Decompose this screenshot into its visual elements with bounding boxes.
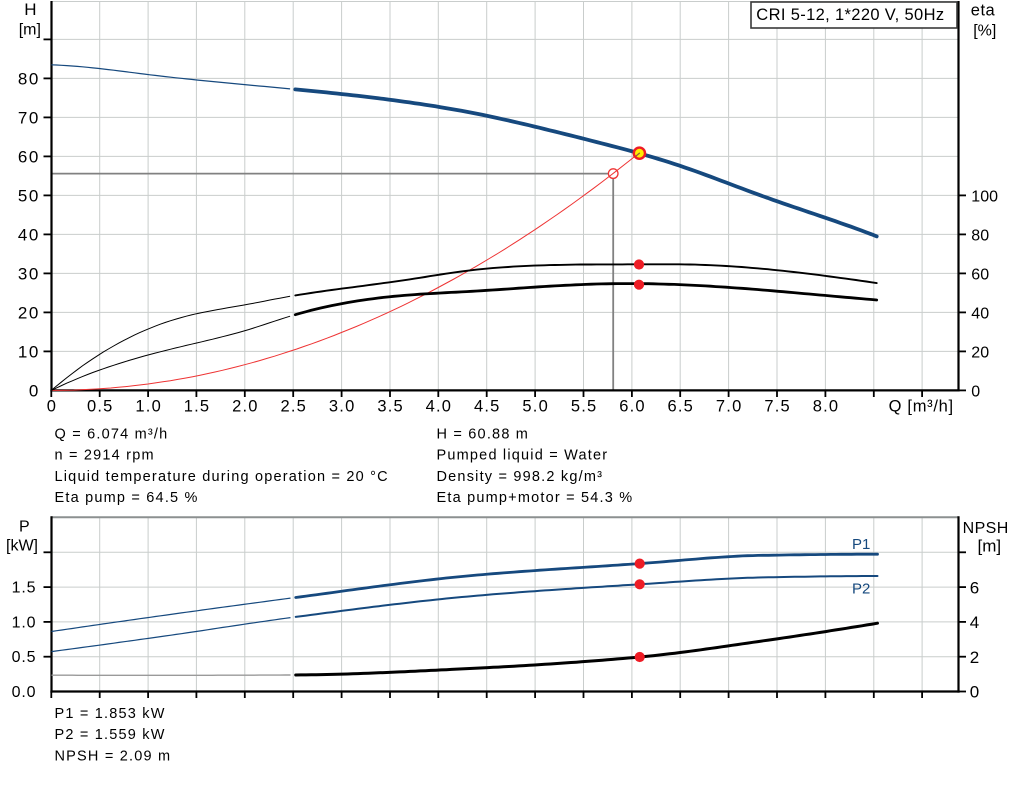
svg-text:20: 20 <box>18 303 40 322</box>
svg-text:Q = 6.074 m³/h: Q = 6.074 m³/h <box>55 426 169 442</box>
svg-text:1.5: 1.5 <box>12 580 37 597</box>
svg-text:[kW]: [kW] <box>6 538 38 555</box>
svg-text:2.0: 2.0 <box>232 398 259 416</box>
svg-text:0.0: 0.0 <box>12 684 37 701</box>
svg-text:eta: eta <box>971 2 996 20</box>
svg-text:20: 20 <box>971 344 989 361</box>
svg-text:0: 0 <box>970 683 979 702</box>
svg-text:60: 60 <box>18 147 40 166</box>
svg-text:P2 = 1.559 kW: P2 = 1.559 kW <box>55 727 166 743</box>
svg-text:6.0: 6.0 <box>619 398 646 416</box>
svg-text:H = 60.88 m: H = 60.88 m <box>437 426 530 442</box>
svg-text:7.0: 7.0 <box>716 398 743 416</box>
svg-text:2.5: 2.5 <box>281 398 308 416</box>
svg-text:50: 50 <box>18 186 40 205</box>
svg-text:80: 80 <box>971 227 989 244</box>
svg-text:8.0: 8.0 <box>813 398 840 416</box>
svg-text:4.0: 4.0 <box>426 398 453 416</box>
svg-text:10: 10 <box>18 342 40 361</box>
svg-text:0: 0 <box>47 398 57 416</box>
svg-text:Liquid temperature during oper: Liquid temperature during operation = 20… <box>55 469 389 485</box>
svg-text:70: 70 <box>18 108 40 127</box>
svg-text:P: P <box>19 518 30 535</box>
svg-text:[%]: [%] <box>973 22 996 39</box>
svg-text:Pumped liquid = Water: Pumped liquid = Water <box>437 448 609 464</box>
svg-text:40: 40 <box>18 225 40 244</box>
svg-text:NPSH = 2.09 m: NPSH = 2.09 m <box>55 748 172 764</box>
svg-text:0: 0 <box>971 383 980 400</box>
svg-text:7.5: 7.5 <box>764 398 791 416</box>
svg-text:[m]: [m] <box>977 537 1001 556</box>
svg-text:4: 4 <box>970 613 979 632</box>
svg-text:100: 100 <box>971 188 998 205</box>
svg-text:P1 = 1.853 kW: P1 = 1.853 kW <box>55 706 166 722</box>
svg-text:Eta pump = 64.5 %: Eta pump = 64.5 % <box>55 490 199 506</box>
svg-text:0: 0 <box>29 381 40 400</box>
svg-text:n = 2914 rpm: n = 2914 rpm <box>55 448 155 464</box>
svg-text:2: 2 <box>970 648 979 667</box>
svg-text:0.5: 0.5 <box>12 649 37 666</box>
svg-text:3.5: 3.5 <box>377 398 404 416</box>
svg-text:P1: P1 <box>852 536 870 553</box>
svg-text:60: 60 <box>971 266 989 283</box>
svg-text:[m]: [m] <box>19 22 41 39</box>
svg-text:NPSH: NPSH <box>963 520 1009 537</box>
svg-text:1.0: 1.0 <box>135 398 162 416</box>
svg-text:P2: P2 <box>852 580 870 597</box>
svg-text:Eta pump+motor = 54.3 %: Eta pump+motor = 54.3 % <box>437 490 634 506</box>
svg-text:CRI 5-12, 1*220 V, 50Hz: CRI 5-12, 1*220 V, 50Hz <box>756 6 944 24</box>
svg-text:5.5: 5.5 <box>571 398 598 416</box>
svg-text:30: 30 <box>18 264 40 283</box>
svg-text:6.5: 6.5 <box>668 398 695 416</box>
svg-text:5.0: 5.0 <box>522 398 549 416</box>
svg-text:1.0: 1.0 <box>12 614 37 631</box>
svg-text:Q [m³/h]: Q [m³/h] <box>889 398 954 416</box>
svg-text:1.5: 1.5 <box>184 398 211 416</box>
svg-text:3.0: 3.0 <box>329 398 356 416</box>
svg-text:80: 80 <box>18 69 40 88</box>
svg-text:4.5: 4.5 <box>474 398 501 416</box>
svg-text:0.5: 0.5 <box>87 398 114 416</box>
svg-text:H: H <box>24 0 36 19</box>
svg-text:40: 40 <box>971 305 989 322</box>
svg-text:Density = 998.2 kg/m³: Density = 998.2 kg/m³ <box>437 469 604 485</box>
svg-text:6: 6 <box>970 578 979 597</box>
